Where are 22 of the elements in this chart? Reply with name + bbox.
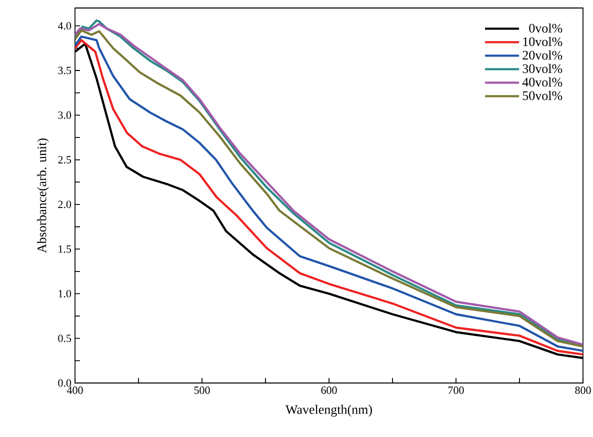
y-tick-label: 3.0	[58, 111, 72, 119]
legend-label: 20vol%	[522, 50, 562, 60]
x-axis-title: Wavelength(nm)	[286, 404, 372, 417]
y-tick-label: 2.0	[58, 200, 72, 208]
x-tick-label: 600	[321, 386, 337, 394]
y-tick-label: 1.0	[58, 290, 72, 298]
legend-label: 50vol%	[522, 90, 562, 100]
y-tick-label: 1.5	[58, 245, 72, 253]
legend-label: 40vol%	[522, 77, 562, 87]
y-tick-label: 0.5	[58, 334, 72, 342]
y-tick-label: 3.5	[58, 66, 72, 74]
y-tick-label: 0.0	[58, 379, 72, 387]
y-tick-label: 2.5	[58, 156, 72, 164]
x-tick-label: 400	[66, 386, 83, 394]
y-tick-label: 4.0	[58, 22, 72, 30]
y-axis-title: Absorbance(arb. unit)	[37, 138, 49, 253]
x-tick-label: 500	[194, 386, 210, 394]
x-tick-label: 800	[575, 386, 591, 394]
legend-label: 30vol%	[522, 64, 562, 74]
legend-label: 10vol%	[523, 36, 562, 46]
legend-label: 0vol%	[529, 23, 562, 33]
x-tick-label: 700	[448, 386, 464, 394]
